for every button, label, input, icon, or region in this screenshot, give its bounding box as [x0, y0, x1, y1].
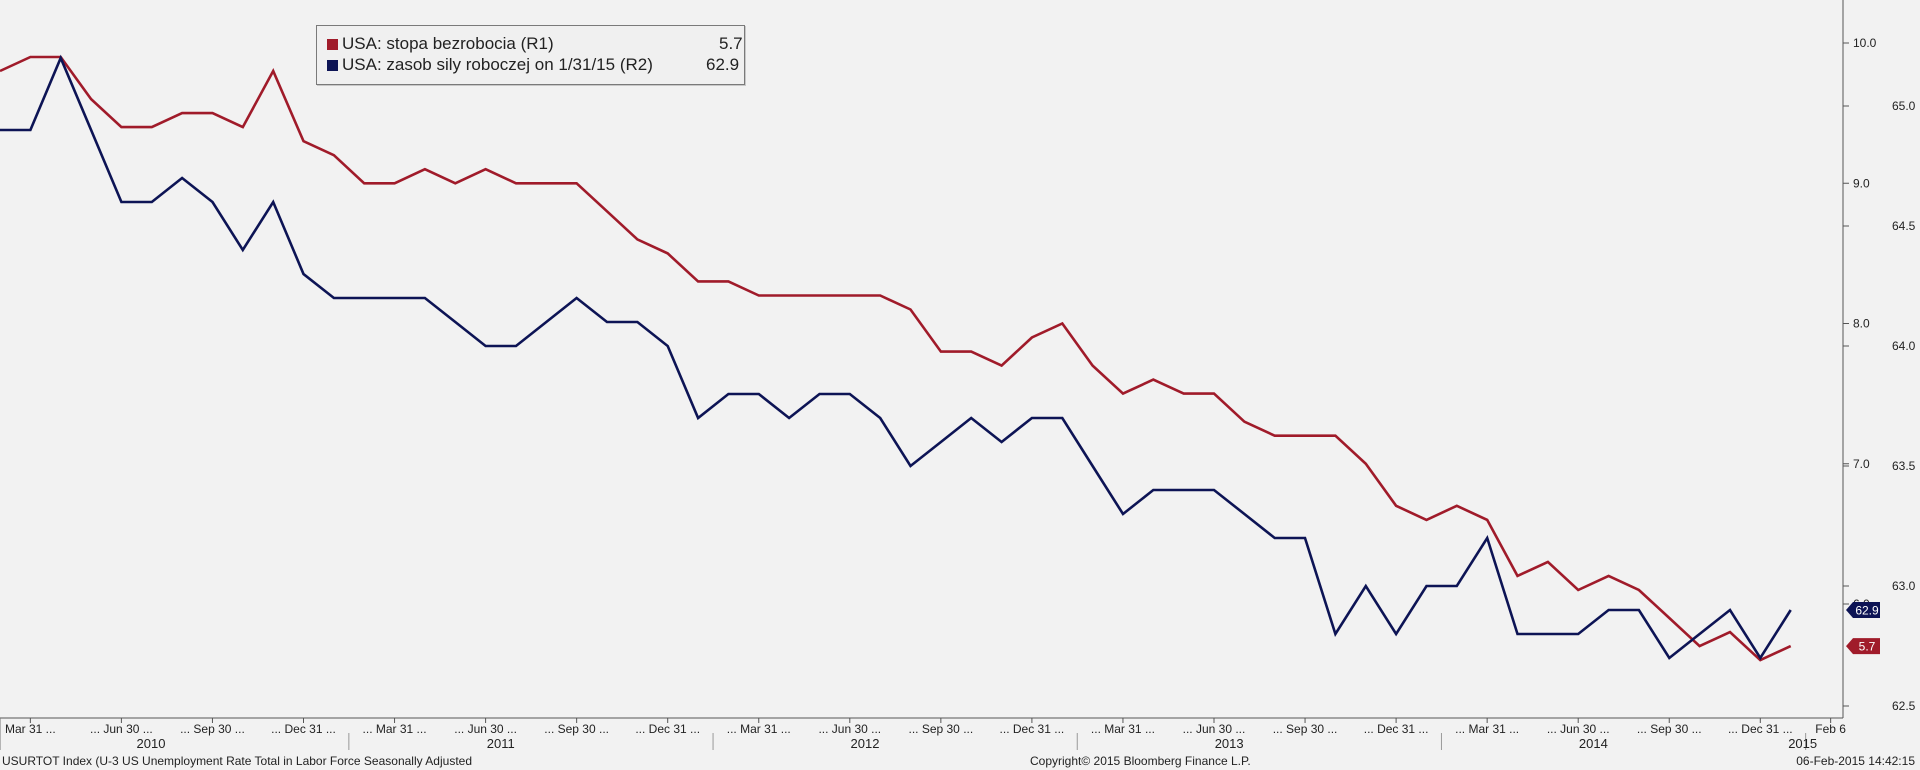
y-axis-tick-label: 65.0	[1892, 99, 1916, 113]
legend-item-unemployment: USA: stopa bezrobocia (R1) 5.7	[327, 34, 743, 54]
legend: USA: stopa bezrobocia (R1) 5.7 USA: zaso…	[316, 25, 745, 85]
x-axis-year-label: 2010	[137, 736, 166, 751]
x-axis-year-label: 2013	[1215, 736, 1244, 751]
axes	[0, 0, 1849, 750]
y-axis-tick-label: 63.5	[1892, 459, 1916, 473]
legend-swatch-participation	[327, 59, 338, 71]
axis-labels: 10.09.08.07.06.065.064.564.063.563.062.5…	[5, 36, 1916, 751]
legend-value-participation: 62.9	[706, 55, 740, 74]
x-axis-tick-label: ... Jun 30 ...	[1183, 722, 1246, 736]
x-axis-tick-label: ... Sep 30 ...	[908, 722, 973, 736]
footer-copyright: Copyright© 2015 Bloomberg Finance L.P.	[1030, 754, 1251, 768]
x-axis-tick-label: ... Jun 30 ...	[90, 722, 153, 736]
series-line-unemployment	[0, 55, 1792, 662]
legend-item-participation: USA: zasob sily roboczej on 1/31/15 (R2)…	[327, 55, 739, 75]
end-value-label: 62.9	[1855, 604, 1879, 618]
legend-label-participation: USA: zasob sily roboczej on 1/31/15 (R2)	[342, 55, 653, 74]
y-axis-tick-label: 7.0	[1853, 457, 1870, 471]
x-axis-tick-label: ... Dec 31 ...	[635, 722, 700, 736]
y-axis-tick-label: 64.0	[1892, 339, 1916, 353]
x-axis-year-label: 2012	[851, 736, 880, 751]
x-axis-tick-label: ... Jun 30 ...	[818, 722, 881, 736]
y-axis-tick-label: 64.5	[1892, 219, 1916, 233]
x-axis-tick-label: ... Dec 31 ...	[1728, 722, 1793, 736]
y-axis-tick-label: 9.0	[1853, 176, 1870, 190]
x-axis-tick-label: ... Mar 31 ...	[1091, 722, 1155, 736]
series-line-participation	[0, 54, 1792, 661]
x-axis-tick-label: ... Sep 30 ...	[180, 722, 245, 736]
y-axis-tick-label: 8.0	[1853, 317, 1870, 331]
x-axis-tick-label: ... Sep 30 ...	[1273, 722, 1338, 736]
footer-timestamp: 06-Feb-2015 14:42:15	[1796, 754, 1915, 768]
x-axis-tick-label: ... Sep 30 ...	[1637, 722, 1702, 736]
y-axis-tick-label: 63.0	[1892, 579, 1916, 593]
x-axis-year-label: 2015	[1788, 736, 1817, 751]
x-axis-tick-label: ... Mar 31 ...	[1455, 722, 1519, 736]
legend-value-unemployment: 5.7	[719, 34, 743, 53]
end-value-tag	[1846, 638, 1880, 655]
x-axis-tick-label: ... Dec 31 ...	[1364, 722, 1429, 736]
legend-label-unemployment: USA: stopa bezrobocia (R1)	[342, 34, 554, 53]
x-axis-tick-label: Mar 31 ...	[5, 722, 56, 736]
end-value-label: 5.7	[1859, 640, 1876, 654]
x-axis-tick-label: ... Jun 30 ...	[1547, 722, 1610, 736]
legend-swatch-unemployment	[327, 38, 338, 50]
footer-source: USURTOT Index (U-3 US Unemployment Rate …	[2, 754, 473, 768]
x-axis-tick-label: ... Dec 31 ...	[271, 722, 336, 736]
end-value-tag	[1846, 602, 1880, 618]
x-axis-tick-label: Feb 6	[1815, 722, 1846, 736]
x-axis-year-label: 2011	[487, 736, 515, 751]
y-axis-tick-label: 10.0	[1853, 36, 1877, 50]
y-axis-tick-label: 62.5	[1892, 699, 1916, 713]
x-axis-tick-label: ... Mar 31 ...	[363, 722, 427, 736]
x-axis-tick-label: ... Jun 30 ...	[454, 722, 517, 736]
x-axis-tick-label: ... Mar 31 ...	[727, 722, 791, 736]
x-axis-year-label: 2014	[1579, 736, 1608, 751]
series-lines	[0, 54, 1792, 662]
x-axis-tick-label: ... Dec 31 ...	[1000, 722, 1065, 736]
x-axis-tick-label: ... Sep 30 ...	[544, 722, 609, 736]
